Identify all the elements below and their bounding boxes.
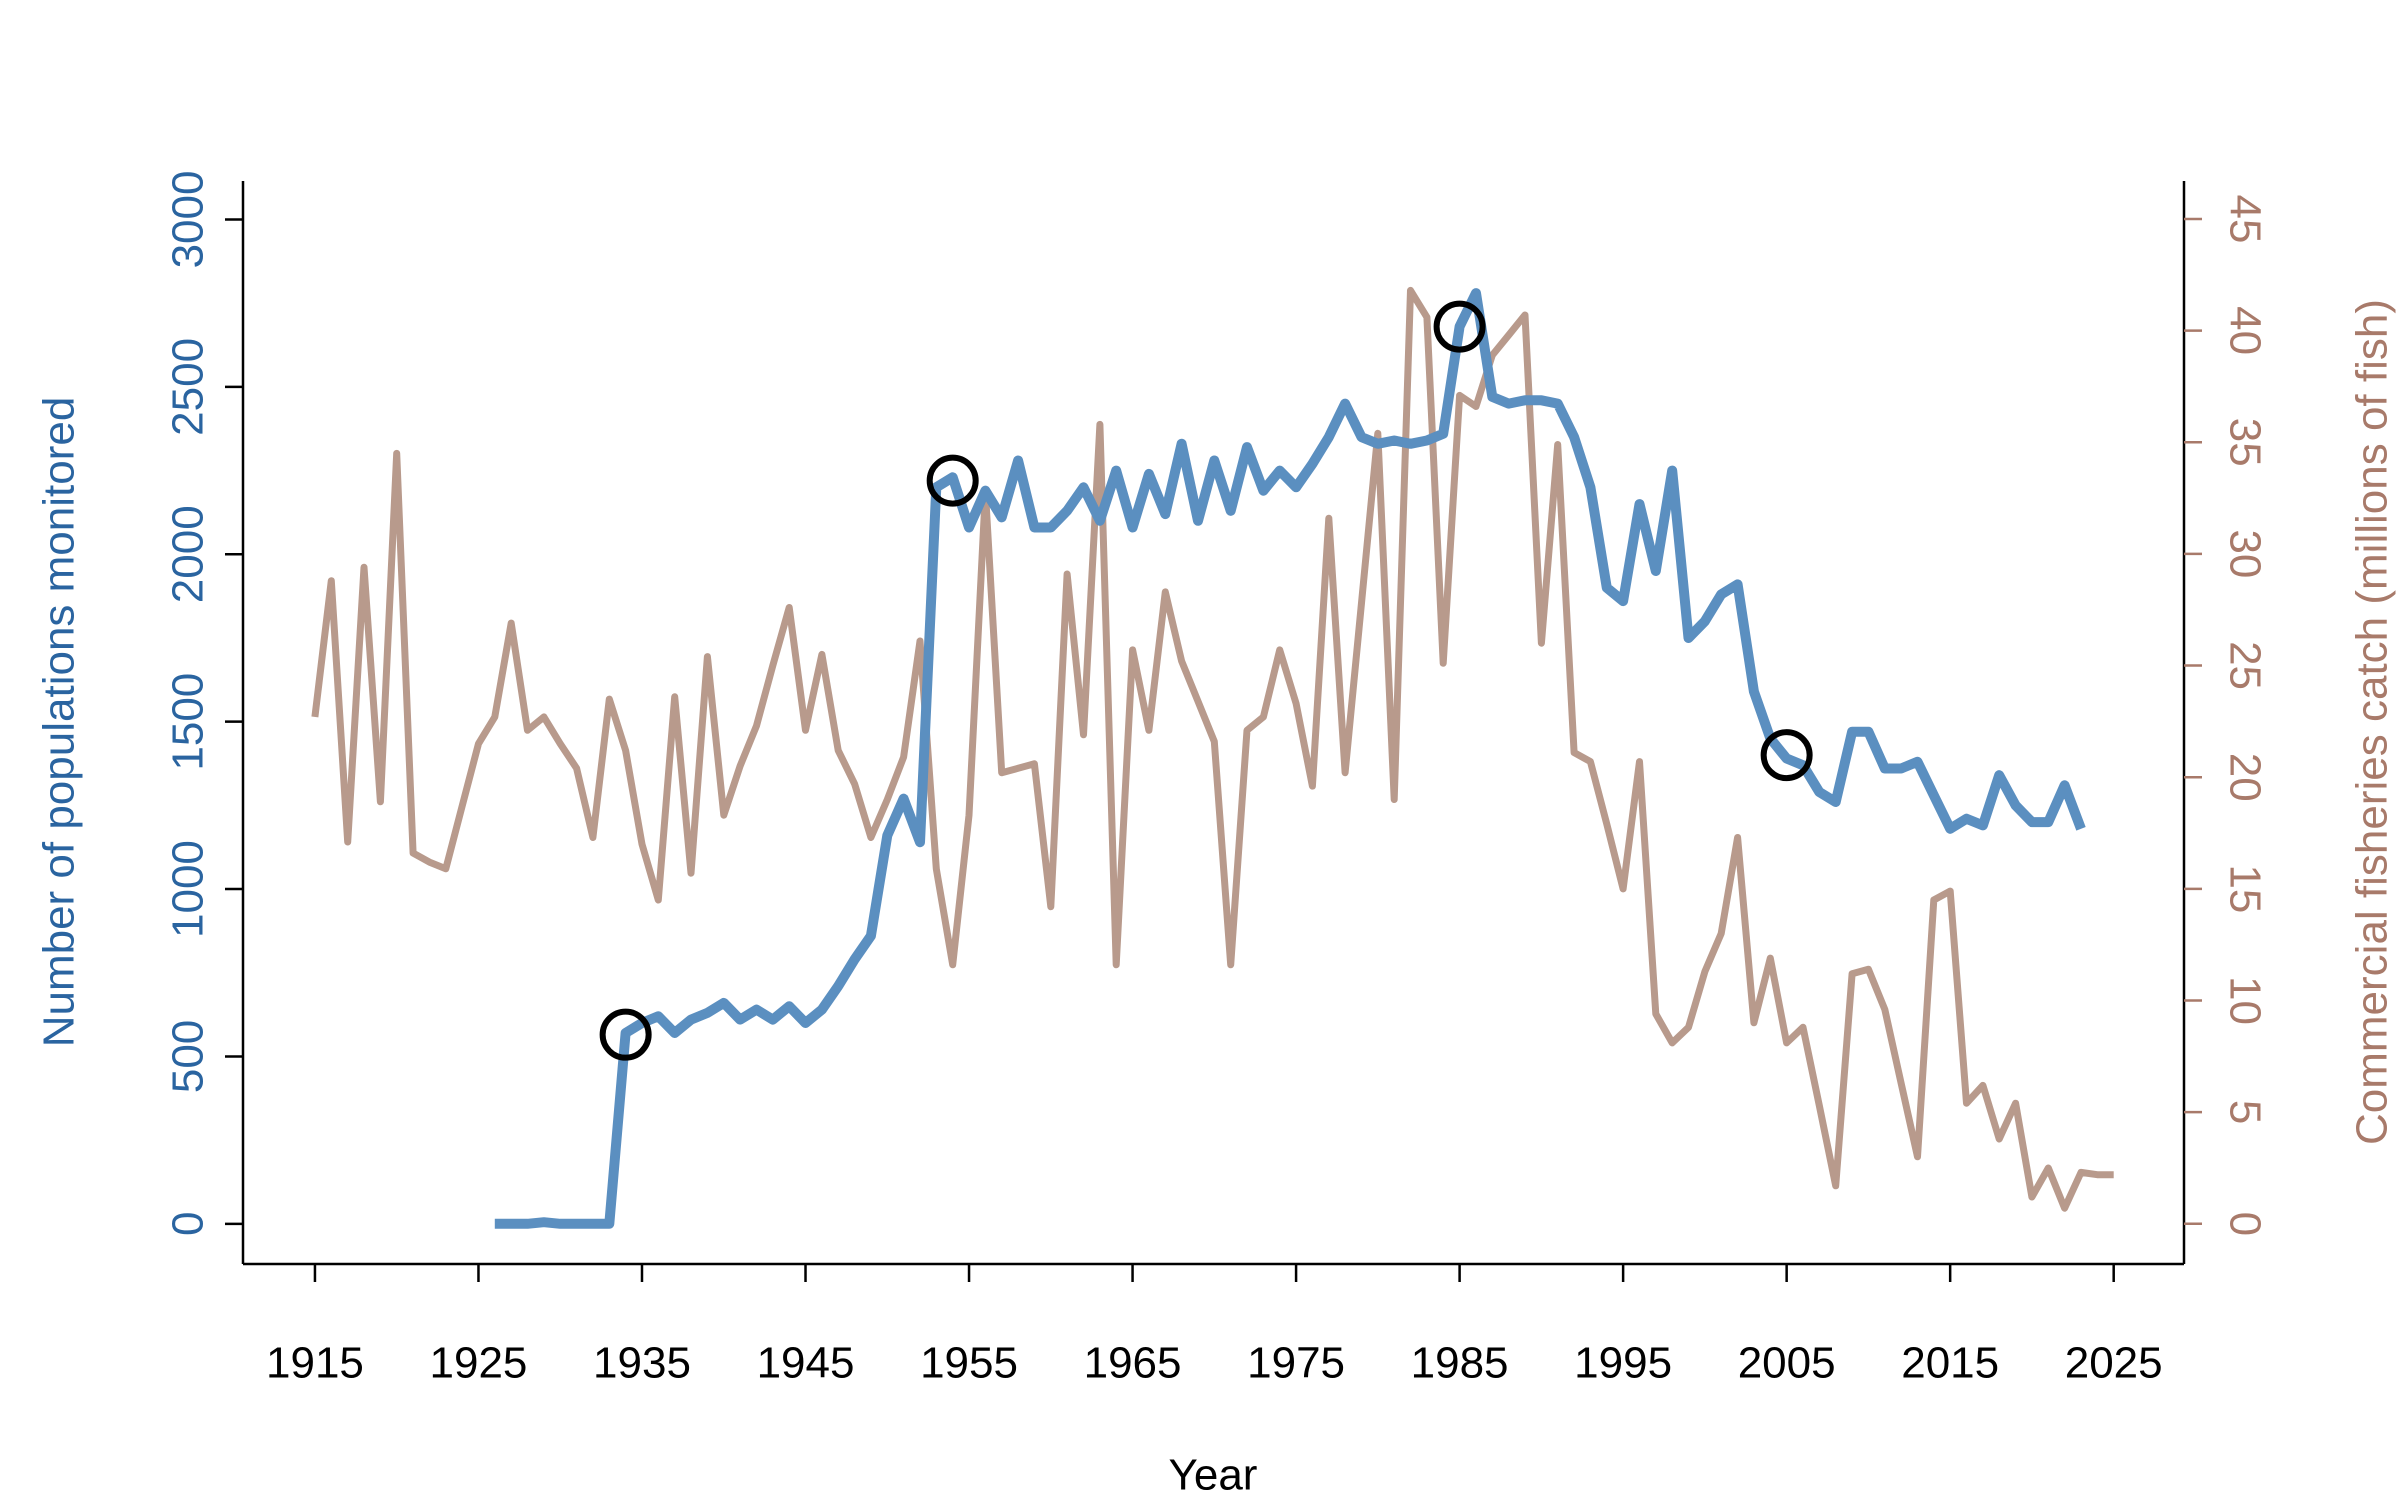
- x-tick-label: 1915: [266, 1339, 364, 1388]
- x-tick-label: 2005: [1738, 1339, 1836, 1388]
- highlight-marker: [599, 1008, 652, 1061]
- highlight-marker: [1760, 729, 1813, 782]
- x-tick-label: 1975: [1247, 1339, 1345, 1388]
- x-tick-label: 2015: [1901, 1339, 1999, 1388]
- x-tick-label: 1985: [1411, 1339, 1509, 1388]
- y-tick-label: 500: [164, 1020, 213, 1093]
- y-tick-label: 1000: [164, 840, 213, 938]
- y2-tick-label: 20: [2220, 753, 2269, 802]
- highlight-marker: [926, 454, 979, 507]
- x-tick-label: 1995: [1574, 1339, 1672, 1388]
- y-tick-label: 2500: [164, 338, 213, 436]
- y-axis-title: Number of populations monitored: [35, 397, 84, 1048]
- y2-tick-label: 10: [2220, 976, 2269, 1025]
- y2-axis-title: Commercial fisheries catch (millions of …: [2348, 299, 2397, 1145]
- x-tick-label: 1955: [920, 1339, 1018, 1388]
- data-line: [311, 286, 2114, 1212]
- y-tick-label: 0: [164, 1212, 213, 1236]
- x-tick-label: 1945: [757, 1339, 855, 1388]
- x-tick-label: 1965: [1084, 1339, 1182, 1388]
- x-tick-label: 1935: [593, 1339, 691, 1388]
- x-axis-title: Year: [1169, 1451, 1258, 1500]
- x-tick-label: 1925: [430, 1339, 528, 1388]
- y2-tick-label: 25: [2220, 641, 2269, 690]
- y-tick-label: 3000: [164, 171, 213, 269]
- data-line: [494, 288, 2086, 1229]
- y2-tick-label: 35: [2220, 418, 2269, 467]
- y2-tick-label: 45: [2220, 194, 2269, 243]
- y2-tick-label: 0: [2220, 1212, 2269, 1236]
- y-tick-label: 2000: [164, 505, 213, 603]
- y2-tick-label: 40: [2220, 306, 2269, 355]
- y2-tick-label: 30: [2220, 529, 2269, 578]
- y2-tick-label: 5: [2220, 1100, 2269, 1124]
- x-tick-label: 2025: [2065, 1339, 2163, 1388]
- highlight-marker: [1433, 300, 1486, 353]
- y2-tick-label: 15: [2220, 864, 2269, 913]
- y-tick-label: 1500: [164, 673, 213, 771]
